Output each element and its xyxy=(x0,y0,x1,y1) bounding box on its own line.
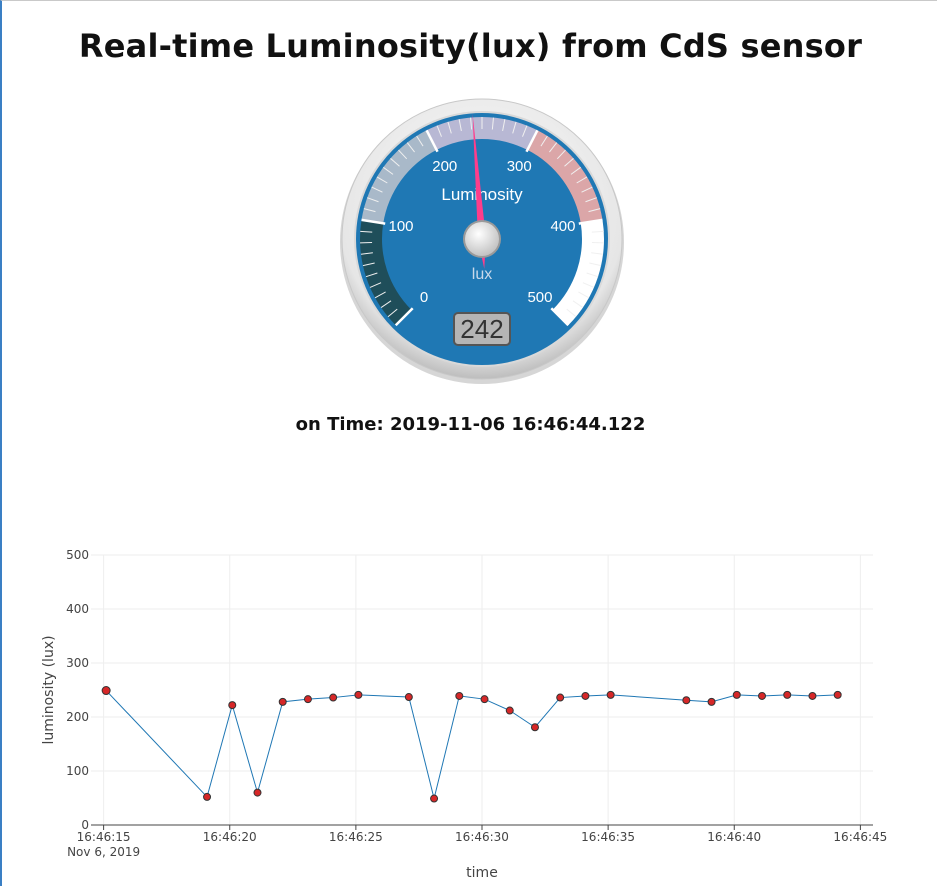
data-point[interactable] xyxy=(557,694,564,701)
series-line xyxy=(106,691,838,799)
data-point[interactable] xyxy=(456,692,463,699)
x-tick-label: 16:46:25 xyxy=(329,830,383,844)
page-title: Real-time Luminosity(lux) from CdS senso… xyxy=(2,27,937,65)
gauge-tick-label: 100 xyxy=(388,218,413,235)
gauge-tick-label: 0 xyxy=(420,289,428,306)
data-point[interactable] xyxy=(330,694,337,701)
data-point[interactable] xyxy=(279,698,286,705)
gauge-units: lux xyxy=(472,266,492,283)
data-point[interactable] xyxy=(733,691,740,698)
time-value: 2019-11-06 16:46:44.122 xyxy=(390,414,645,435)
x-tick-label: 16:46:40 xyxy=(707,830,761,844)
x-tick-label: 16:46:15 xyxy=(77,830,131,844)
data-point[interactable] xyxy=(355,691,362,698)
data-point[interactable] xyxy=(204,793,211,800)
data-point[interactable] xyxy=(683,697,690,704)
gauge-tick-label: 400 xyxy=(550,218,575,235)
data-point[interactable] xyxy=(405,694,412,701)
data-point[interactable] xyxy=(582,692,589,699)
y-tick-label: 500 xyxy=(66,548,89,562)
x-axis-title: time xyxy=(466,865,498,881)
data-point[interactable] xyxy=(759,692,766,699)
y-tick-label: 200 xyxy=(66,710,89,724)
gauge-tick-label: 200 xyxy=(432,158,457,175)
data-point[interactable] xyxy=(481,696,488,703)
y-tick-label: 100 xyxy=(66,764,89,778)
luminosity-gauge: 0 100 200 300 400 500 Luminosity lux 242 xyxy=(332,97,632,387)
data-point[interactable] xyxy=(102,687,110,695)
chart-grid xyxy=(91,555,873,825)
x-tick-label: 16:46:35 xyxy=(581,830,635,844)
time-label: on Time: xyxy=(296,414,384,435)
gauge-tick-label: 500 xyxy=(527,289,552,306)
x-tick-label: 16:46:30 xyxy=(455,830,509,844)
data-point[interactable] xyxy=(784,691,791,698)
data-point[interactable] xyxy=(809,692,816,699)
gauge-tick-label: 300 xyxy=(507,158,532,175)
data-point[interactable] xyxy=(254,789,261,796)
data-point[interactable] xyxy=(834,691,841,698)
timestamp-line: on Time: 2019-11-06 16:46:44.122 xyxy=(2,414,937,435)
y-tick-label: 400 xyxy=(66,602,89,616)
x-date-label: Nov 6, 2019 xyxy=(67,845,140,859)
gauge-hub xyxy=(465,222,499,256)
data-point[interactable] xyxy=(531,724,538,731)
data-point[interactable] xyxy=(229,702,236,709)
gauge-title: Luminosity xyxy=(441,185,523,204)
data-point[interactable] xyxy=(431,795,438,802)
data-point[interactable] xyxy=(304,696,311,703)
x-tick-label: 16:46:45 xyxy=(833,830,887,844)
data-point[interactable] xyxy=(708,698,715,705)
y-tick-label: 300 xyxy=(66,656,89,670)
x-tick-label: 16:46:20 xyxy=(203,830,257,844)
y-axis-title: luminosity (lux) xyxy=(41,635,57,744)
data-point[interactable] xyxy=(607,691,614,698)
gauge-value-text: 242 xyxy=(460,314,503,344)
data-point[interactable] xyxy=(506,707,513,714)
